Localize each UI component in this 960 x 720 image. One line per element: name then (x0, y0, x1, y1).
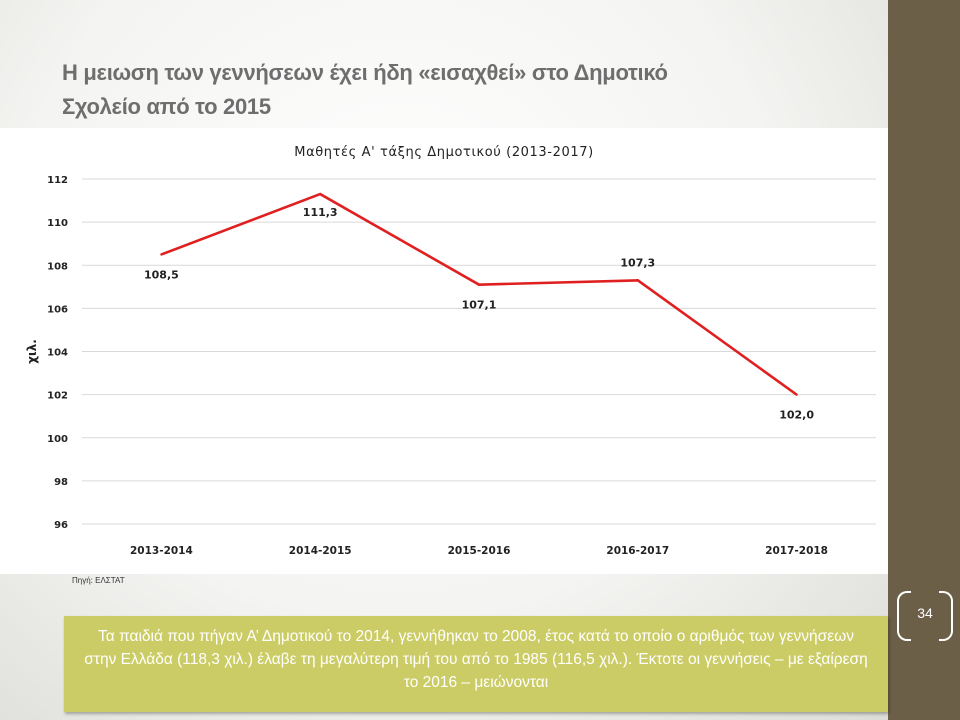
y-axis-label: χιλ. (25, 339, 39, 364)
y-tick-label: 104 (47, 348, 68, 359)
note-box: Τα παιδιά που πήγαν Α’ Δημοτικού το 2014… (64, 616, 888, 712)
data-point (795, 393, 798, 396)
data-point (160, 253, 163, 256)
y-tick-label: 102 (47, 391, 68, 402)
chart-title: Μαθητές Α' τάξης Δημοτικού (2013-2017) (294, 145, 594, 160)
right-bracket-icon (939, 591, 953, 641)
title-line-1: Η μειωση των γεννήσεων έχει ήδη «εισαχθε… (62, 60, 668, 85)
data-point (636, 279, 639, 282)
y-tick-label: 110 (47, 218, 68, 229)
page-title: Η μειωση των γεννήσεων έχει ήδη «εισαχθε… (62, 56, 862, 124)
data-label: 111,3 (303, 206, 338, 219)
x-tick-label: 2016-2017 (606, 545, 669, 557)
page-number-badge: 34 (897, 591, 953, 641)
title-line-2: Σχολείο από το 2015 (62, 94, 271, 119)
y-tick-label: 112 (47, 175, 68, 186)
y-tick-label: 108 (47, 261, 68, 272)
left-bracket-icon (897, 591, 911, 641)
y-tick-label: 100 (47, 434, 68, 445)
x-tick-label: 2015-2016 (448, 545, 511, 557)
chart-area: Μαθητές Α' τάξης Δημοτικού (2013-2017) 96… (0, 128, 888, 574)
data-point (319, 192, 322, 196)
data-label: 107,3 (620, 256, 655, 269)
data-label: 108,5 (144, 268, 179, 281)
y-tick-label: 98 (54, 477, 68, 488)
x-tick-label: 2017-2018 (765, 545, 828, 557)
x-tick-label: 2013-2014 (130, 545, 193, 557)
y-tick-label: 96 (54, 520, 68, 531)
data-point (477, 283, 481, 286)
y-tick-label: 106 (47, 304, 68, 315)
line-chart: Μαθητές Α' τάξης Δημοτικού (2013-2017) 96… (25, 145, 876, 557)
page-number: 34 (917, 605, 933, 621)
series-line (160, 192, 798, 396)
data-label: 107,1 (462, 299, 497, 312)
data-label: 102,0 (779, 409, 814, 422)
source-label: Πηγή: ΕΛΣΤΑΤ (72, 576, 125, 585)
x-tick-label: 2014-2015 (289, 545, 352, 557)
